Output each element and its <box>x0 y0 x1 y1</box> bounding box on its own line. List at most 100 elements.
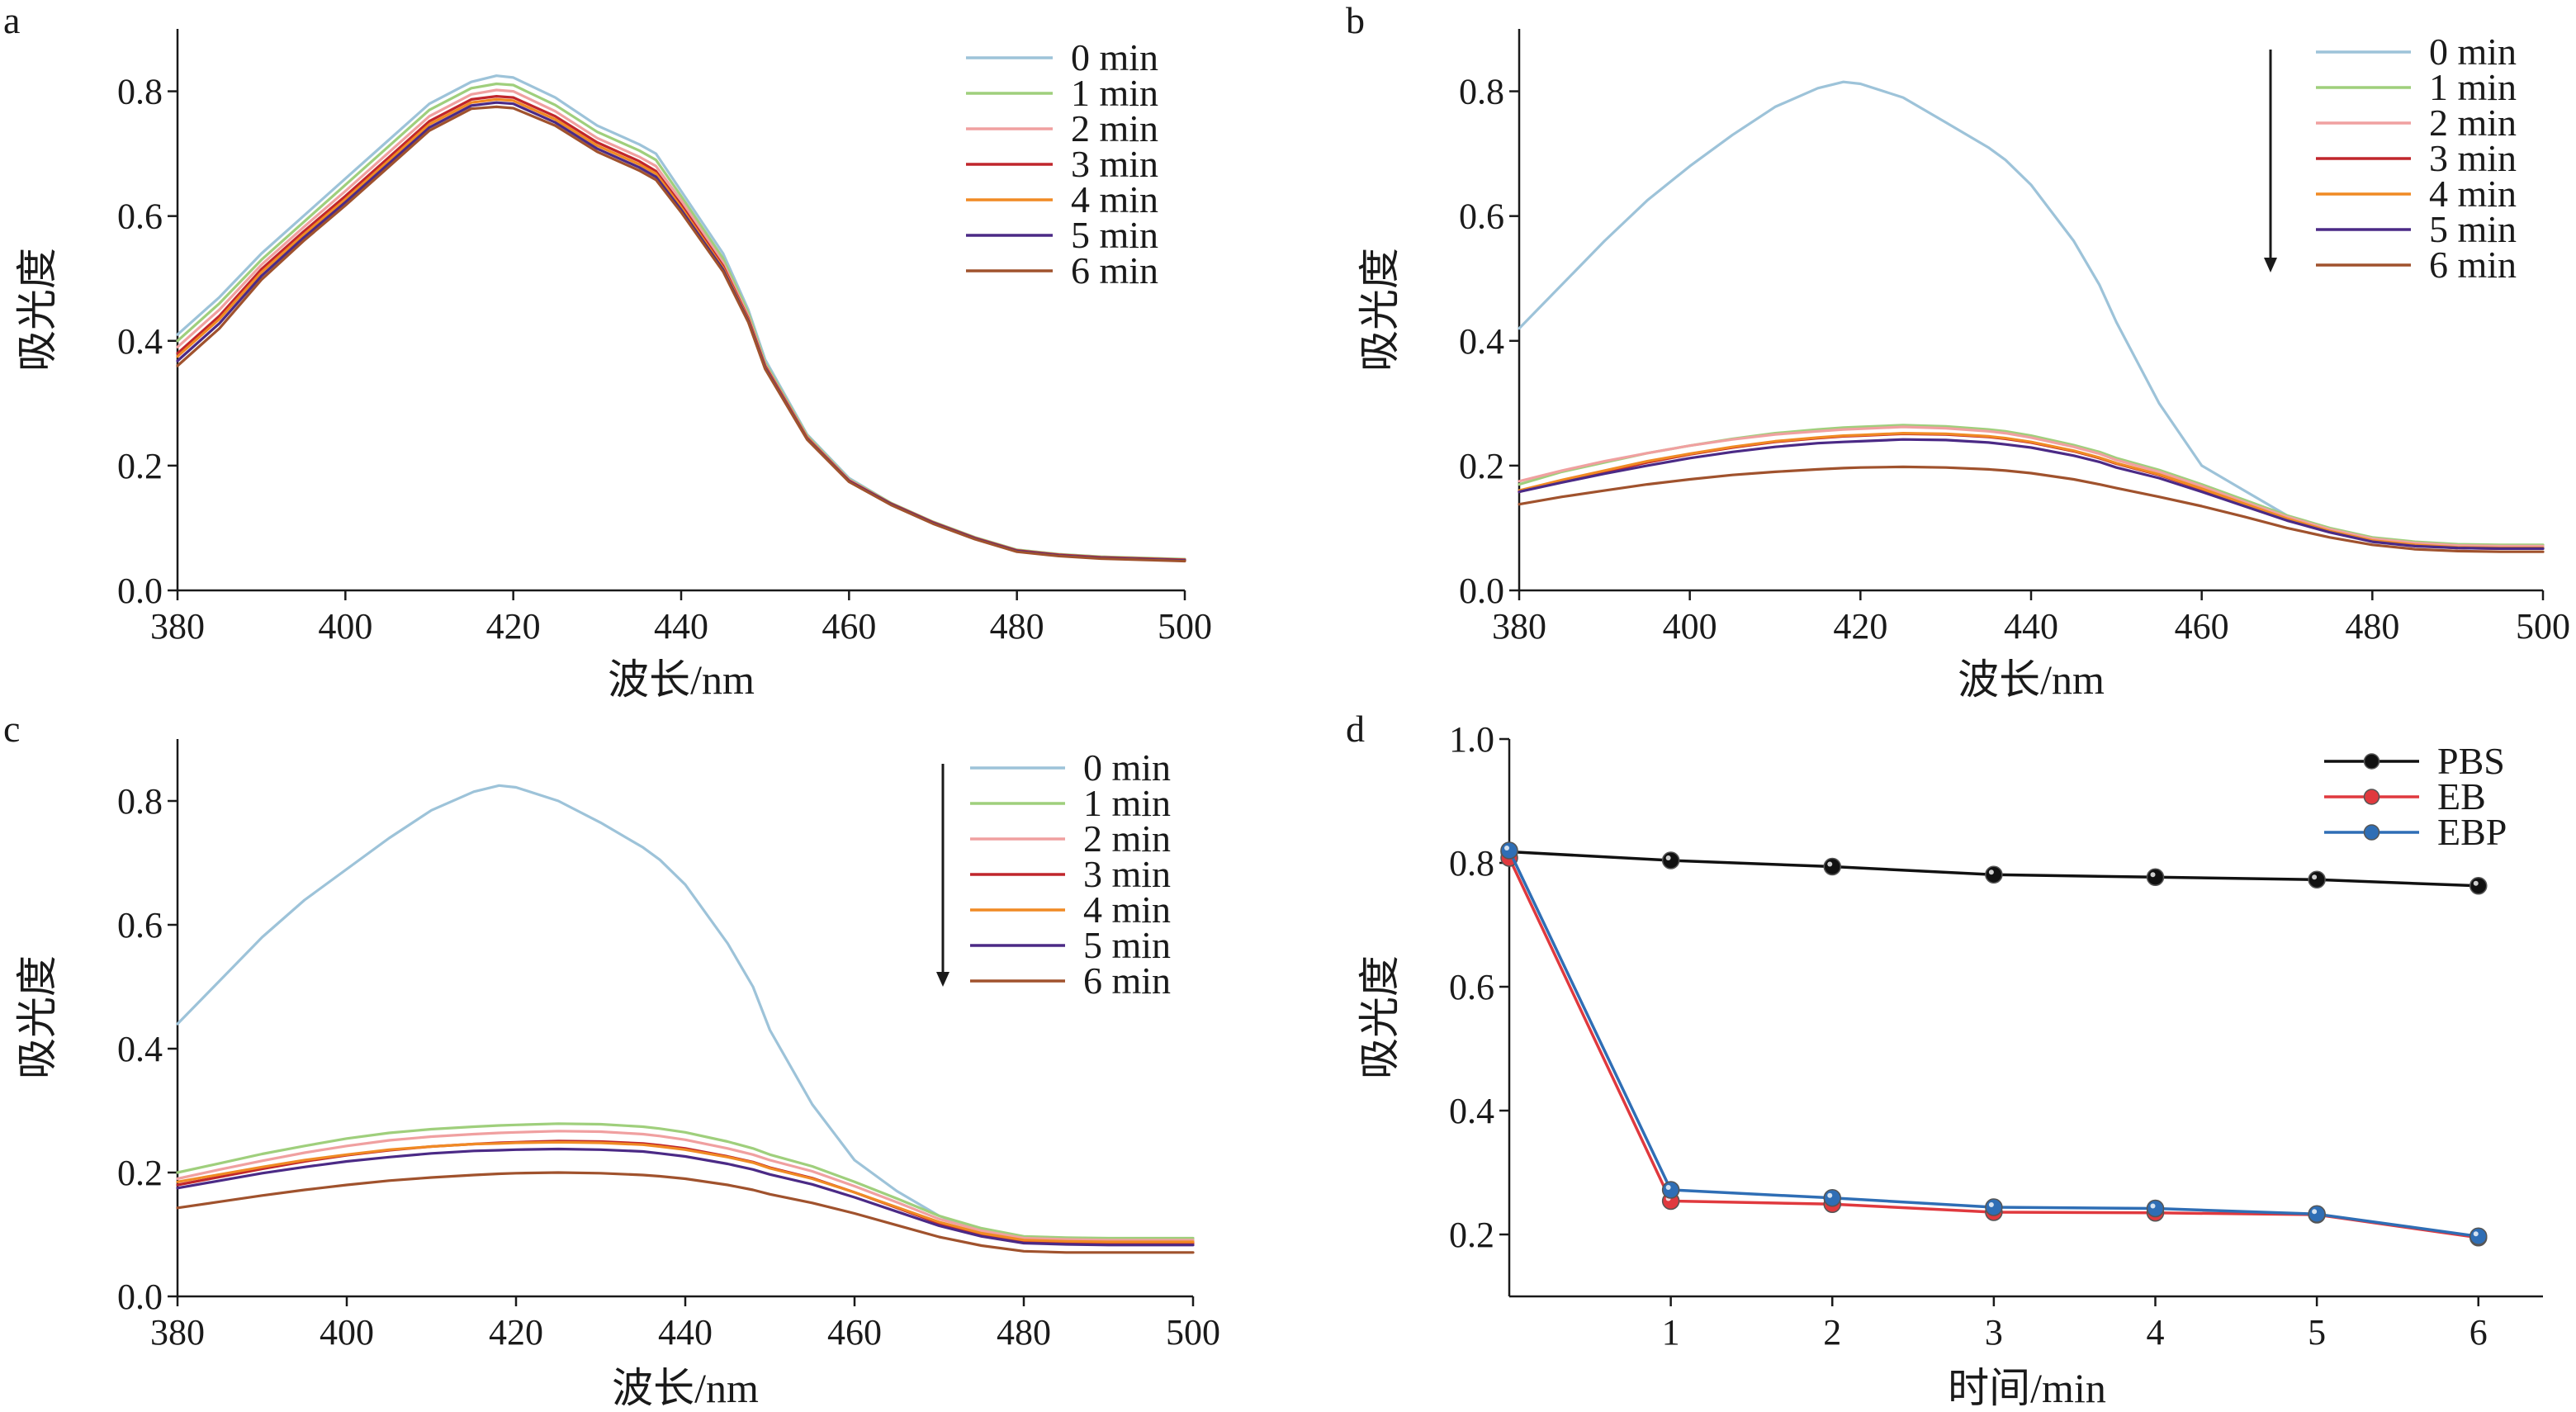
panel-b: b 380 400 420 440 460 480 500 0.0 0.2 0.4 0.6 0.8 0 … <box>1346 0 2570 703</box>
panel-b-x-tick-label: 380 <box>1492 606 1546 647</box>
panel-b-y-tick-label: 0.4 <box>1459 321 1504 362</box>
panel-d-series-pbs-point <box>2146 868 2165 886</box>
panel-a-y-axis-label: 吸光度 <box>14 248 60 372</box>
panel-d-y-tick-label: 0.6 <box>1449 967 1494 1007</box>
panel-d-series-pbs-point-highlight <box>2473 880 2479 886</box>
panel-c-y-tick-label: 0.2 <box>117 1153 163 1193</box>
panel-b-y-tick-label: 0.8 <box>1459 72 1504 112</box>
panel-d-series-ebp-point <box>2469 1227 2488 1245</box>
panel-c-x-tick-label: 400 <box>320 1312 374 1353</box>
panel-d-legend-label: EB <box>2437 775 2486 817</box>
panel-d-legend-label: PBS <box>2437 740 2505 782</box>
panel-a-x-tick-label: 420 <box>486 606 541 647</box>
panel-b-series-5-min-line <box>1518 438 2545 551</box>
panel-a-legend-label: 6 min <box>1071 249 1158 291</box>
panel-d-series-ebp-point <box>1661 1181 1680 1199</box>
panel-d-legend-marker <box>2363 824 2380 841</box>
panel-b-x-tick-label: 420 <box>1833 606 1887 647</box>
panel-c-y-tick-label: 0.0 <box>117 1277 163 1317</box>
panel-d-series-ebp-point <box>1985 1198 2003 1216</box>
panel-b-x-tick-label: 440 <box>2004 606 2058 647</box>
panel-a-series-6-min-line <box>176 105 1186 563</box>
panel-b-y-axis-label: 吸光度 <box>1357 248 1403 372</box>
panel-d-series-pbs-point <box>1661 851 1680 869</box>
panel-c: c 380 400 420 440 460 480 500 0.0 0.2 0.4 0.6 0.8 0 … <box>3 708 1220 1411</box>
panel-b-arrow-head <box>2264 258 2277 272</box>
panel-d-series-pbs-point <box>2469 877 2488 895</box>
panel-b-x-tick-label: 480 <box>2345 606 2399 647</box>
panel-a-y-tick-label: 0.8 <box>117 72 163 112</box>
panel-c-series-1-min-line <box>176 1122 1195 1240</box>
panel-letter-c: c <box>3 708 20 750</box>
panel-a-legend-label: 2 min <box>1071 107 1158 149</box>
panel-c-x-tick-label: 460 <box>827 1312 882 1353</box>
panel-a-legend-label: 5 min <box>1071 214 1158 256</box>
panel-b-x-tick-label: 500 <box>2516 606 2570 647</box>
panel-c-x-tick-label: 380 <box>150 1312 205 1353</box>
panel-c-legend-label: 6 min <box>1083 959 1171 1002</box>
panel-c-legend-label: 4 min <box>1083 888 1171 931</box>
panel-c-plot: 380 400 420 440 460 480 500 0.0 0.2 0.4 0.6 0.8 0 mi… <box>117 739 1220 1353</box>
panel-d-series-ebp-point <box>1823 1189 1841 1207</box>
panel-d-x-tick-label: 6 <box>2469 1312 2488 1353</box>
panel-b-legend-label: 4 min <box>2429 173 2517 215</box>
panel-a-x-tick-label: 400 <box>318 606 372 647</box>
panel-d-legend-marker <box>2363 753 2380 770</box>
panel-c-series-4-min-line <box>176 1140 1195 1244</box>
panel-b-legend-label: 0 min <box>2429 31 2517 73</box>
panel-b-x-tick-label: 400 <box>1663 606 1717 647</box>
panel-a-x-tick-label: 480 <box>990 606 1044 647</box>
panel-d-series-ebp-point <box>2308 1205 2326 1223</box>
panel-a-x-tick-label: 380 <box>150 606 205 647</box>
panel-d-y-tick-label: 0.4 <box>1449 1091 1494 1131</box>
panel-a-y-tick-label: 0.0 <box>117 571 163 611</box>
panel-c-legend-label: 5 min <box>1083 924 1171 966</box>
panel-b-y-tick-label: 0.2 <box>1459 446 1504 486</box>
panel-c-y-tick-label: 0.4 <box>117 1029 163 1069</box>
panel-c-x-tick-label: 420 <box>489 1312 543 1353</box>
panel-d-series-pbs-point-highlight <box>1988 869 1994 875</box>
panel-a: a 380 400 420 440 460 480 500 0.0 0.2 0.4 0.6 0.8 0 … <box>3 0 1212 703</box>
panel-a-x-tick-label: 440 <box>654 606 708 647</box>
panel-d-series-ebp-point-highlight <box>1665 1185 1671 1190</box>
panel-d-x-tick-label: 2 <box>1823 1312 1841 1353</box>
panel-d-series-pbs-point-highlight <box>1665 855 1671 860</box>
panel-d-series-ebp-point-highlight <box>1504 846 1509 851</box>
panel-c-x-tick-label: 440 <box>658 1312 713 1353</box>
panel-d-series-pbs-point <box>2308 870 2326 888</box>
panel-a-legend-label: 3 min <box>1071 143 1158 185</box>
panel-d-series-ebp-point-highlight <box>2150 1203 2156 1209</box>
panel-c-legend-label: 0 min <box>1083 746 1171 789</box>
panel-a-y-tick-label: 0.4 <box>117 321 163 362</box>
panel-c-legend-label: 1 min <box>1083 782 1171 824</box>
panel-d-series-pbs-point <box>1823 857 1841 876</box>
panel-a-y-tick-label: 0.2 <box>117 446 163 486</box>
panel-b-legend-label: 5 min <box>2429 208 2517 250</box>
panel-d-y-tick-label: 1.0 <box>1449 719 1494 760</box>
panel-c-x-axis-label: 波长/nm <box>612 1365 759 1411</box>
panel-d-legend-marker <box>2363 789 2380 805</box>
panel-d-series-pbs-point-highlight <box>1827 861 1833 867</box>
panel-a-y-tick-label: 0.6 <box>117 197 163 237</box>
panel-a-legend-label: 4 min <box>1071 178 1158 220</box>
panel-b-legend-label: 3 min <box>2429 137 2517 179</box>
panel-d-y-axis-label: 吸光度 <box>1357 955 1403 1079</box>
panel-b-legend-label: 2 min <box>2429 102 2517 144</box>
panel-d-series-pbs-point <box>1985 865 2003 884</box>
panel-b-y-tick-label: 0.0 <box>1459 571 1504 611</box>
panel-c-series-2-min-line <box>176 1130 1195 1242</box>
panel-d-x-axis-label: 时间/min <box>1948 1365 2106 1411</box>
panel-c-legend-label: 3 min <box>1083 853 1171 895</box>
panel-c-series-6-min-line <box>176 1171 1195 1254</box>
panel-d-legend-label: EBP <box>2437 811 2507 853</box>
panel-d-series-ebp-point-highlight <box>1827 1192 1833 1198</box>
panel-d-x-tick-label: 1 <box>1662 1312 1680 1353</box>
panel-d-x-tick-label: 4 <box>2147 1312 2165 1353</box>
panel-d-y-tick-label: 0.2 <box>1449 1215 1494 1255</box>
panel-b-x-tick-label: 460 <box>2175 606 2229 647</box>
panel-a-x-tick-label: 500 <box>1158 606 1212 647</box>
